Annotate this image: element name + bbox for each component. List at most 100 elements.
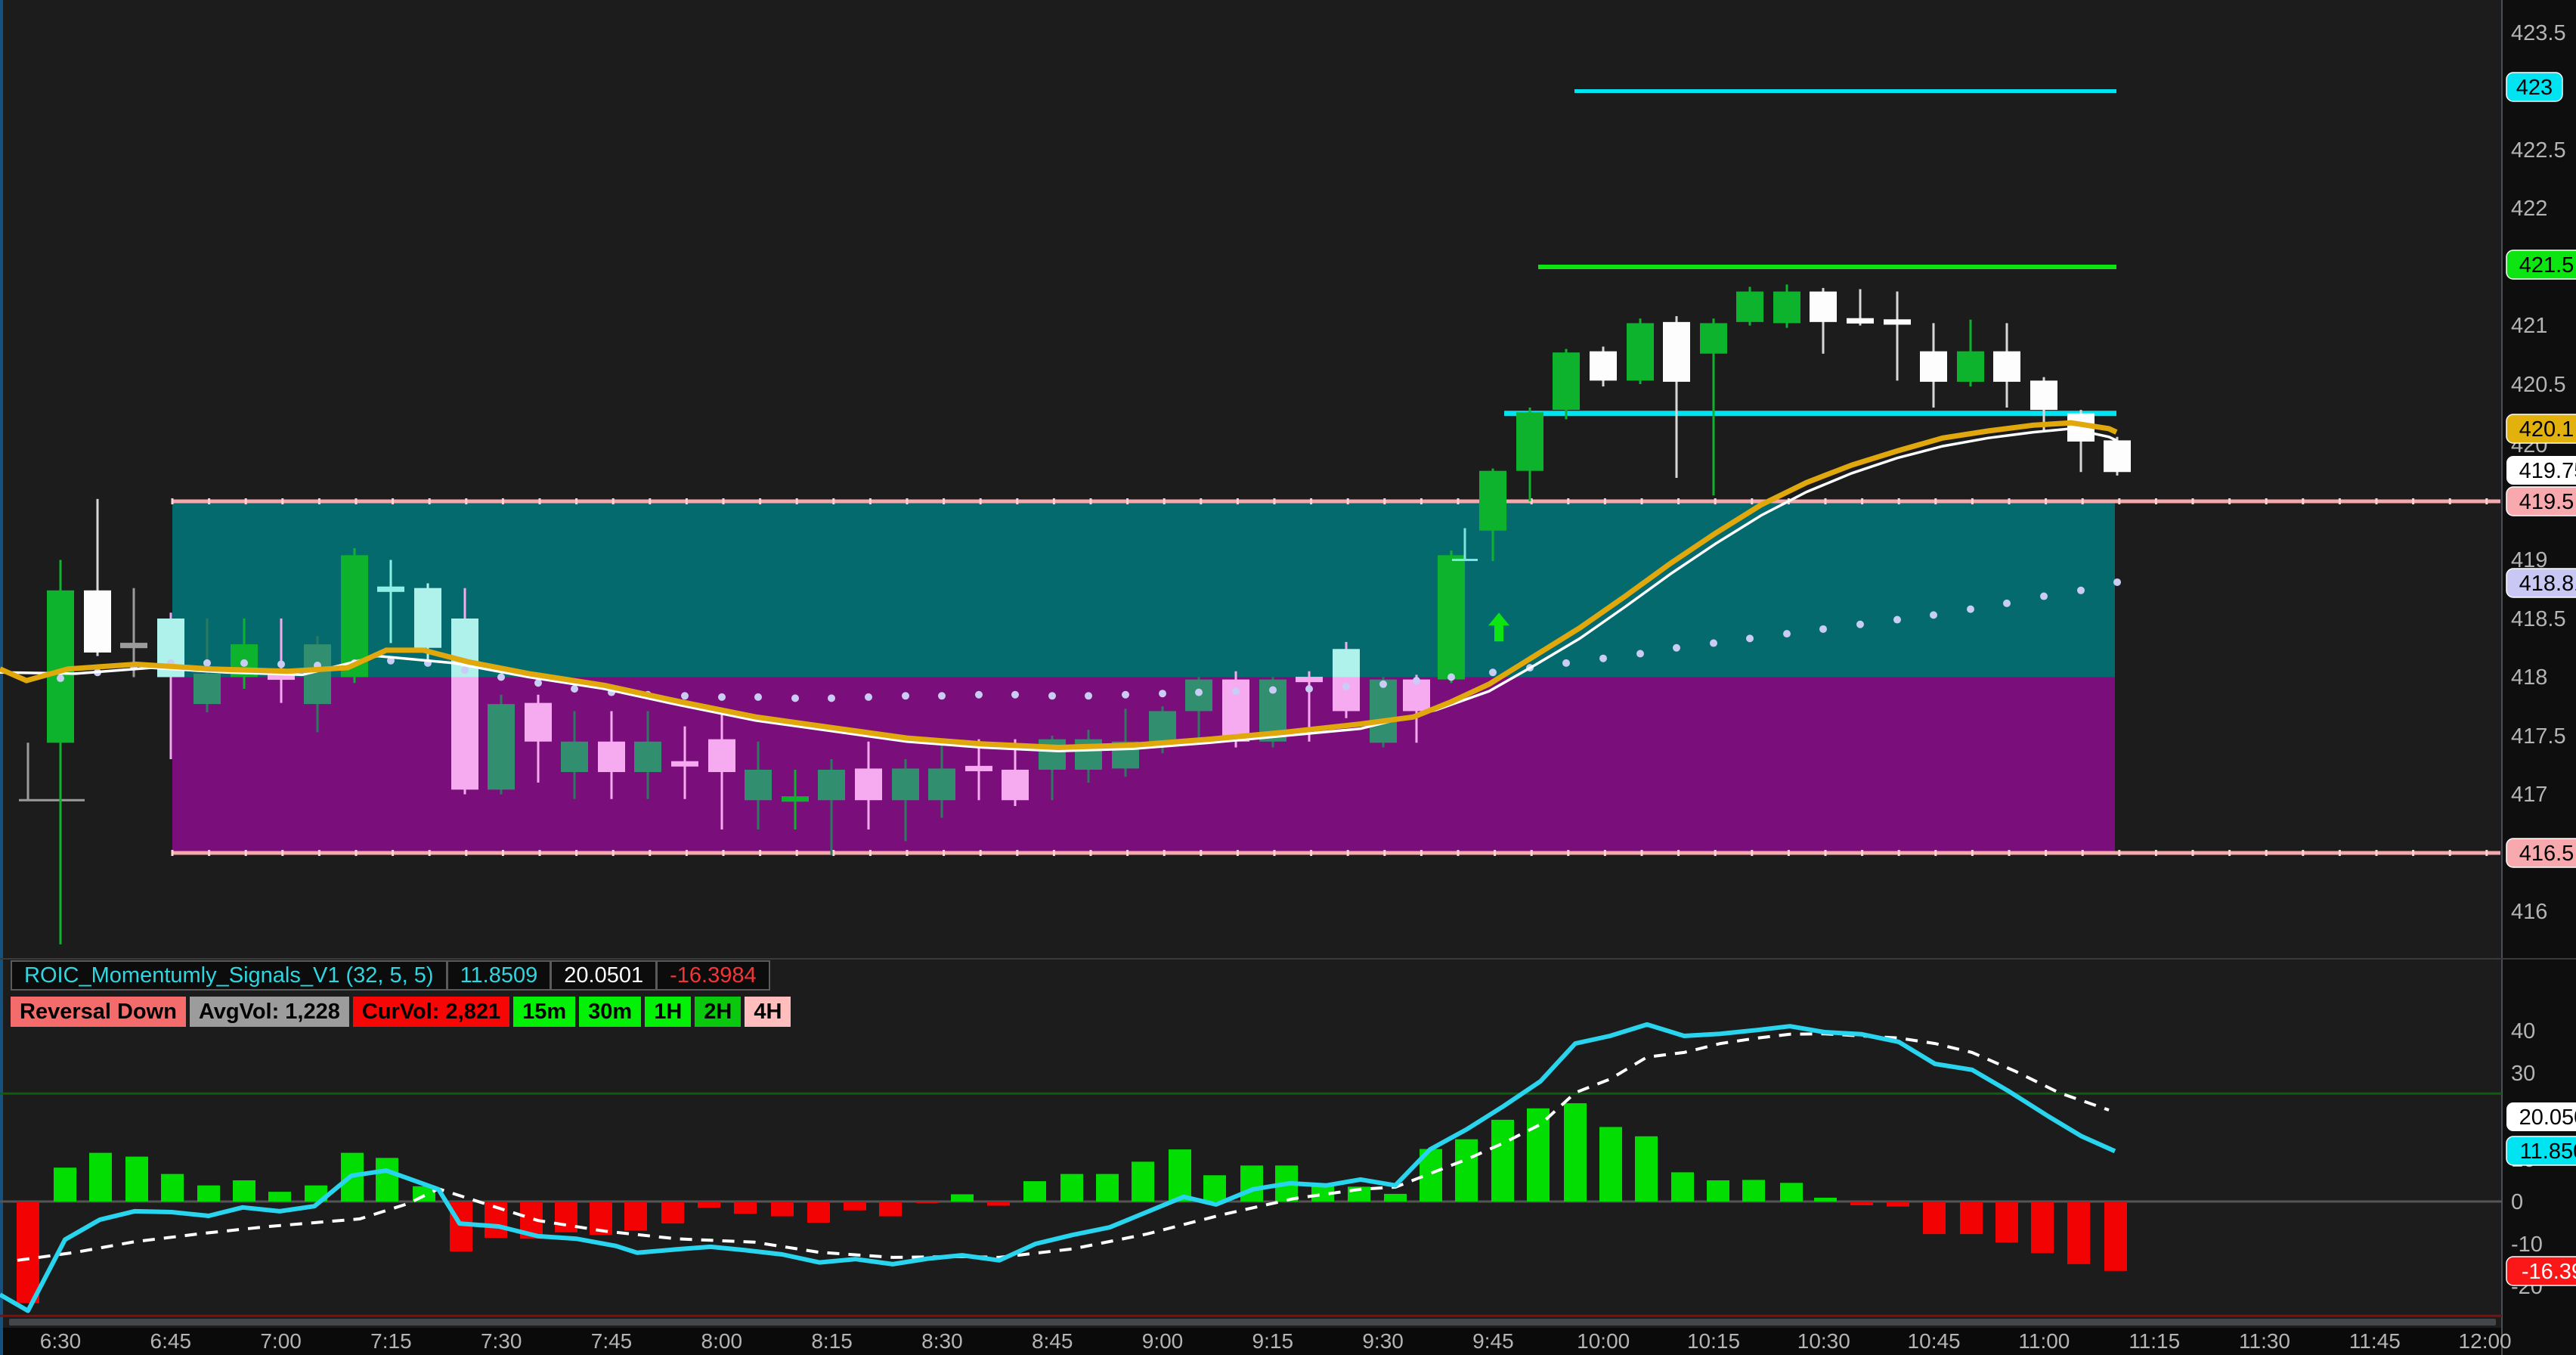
grid-tick <box>1824 850 1827 856</box>
grid-tick <box>1567 498 1570 504</box>
time-axis-panel[interactable] <box>0 1328 2502 1355</box>
grid-tick <box>1640 498 1643 504</box>
candlestick <box>1773 284 1800 328</box>
time-tick-label: 10:00 <box>1577 1329 1630 1353</box>
grid-tick <box>1530 498 1533 504</box>
price-axis[interactable]: 423.5422.5422421420.5420419418.5418417.5… <box>2506 21 2576 924</box>
price-axis-tick-label: 417 <box>2511 783 2547 807</box>
candlestick <box>1553 349 1580 420</box>
dotted-trail-point <box>1159 690 1166 698</box>
candlestick <box>377 560 404 643</box>
candle-body <box>525 702 552 742</box>
grid-tick <box>611 850 615 856</box>
candlestick <box>1590 346 1617 387</box>
candlestick <box>1920 323 1947 408</box>
grid-tick <box>2338 850 2341 856</box>
grid-tick <box>1383 498 1386 504</box>
candlestick <box>1333 642 1360 718</box>
grid-tick <box>1897 850 1900 856</box>
grid-tick <box>2081 498 2084 504</box>
momentum-indicator-pane[interactable] <box>0 958 2576 1317</box>
candle-body <box>84 590 111 653</box>
momentum-histogram-bar <box>233 1180 255 1202</box>
momentum-histogram-bar <box>698 1202 720 1208</box>
candle-body <box>2104 440 2131 473</box>
momentum-histogram-bar <box>1203 1175 1226 1202</box>
dotted-trail-point <box>1967 605 1974 613</box>
time-tick-label: 8:00 <box>701 1329 743 1353</box>
grid-tick <box>1126 850 1129 856</box>
candlestick <box>1370 677 1397 748</box>
indicator-name-cell[interactable]: ROIC_Momentumly_Signals_V1 (32, 5, 5) <box>11 960 447 991</box>
time-tick-label: 7:30 <box>481 1329 522 1353</box>
momentum-histogram-bar <box>1887 1202 1909 1207</box>
grid-tick <box>2265 498 2268 504</box>
candle-body <box>1002 769 1029 801</box>
momentum-histogram-bar <box>1564 1103 1587 1202</box>
candle-body <box>855 768 882 801</box>
dotted-trail-point <box>1122 690 1129 699</box>
indicator-value-histogram: -16.3984 <box>657 960 770 991</box>
grid-tick <box>1751 498 1754 504</box>
grid-tick <box>2008 850 2011 856</box>
price-axis-tick-label: 422.5 <box>2511 138 2566 163</box>
grid-tick <box>1567 850 1570 856</box>
candle-body <box>1438 555 1465 680</box>
candlestick <box>414 583 441 665</box>
momentum-histogram-bar <box>54 1167 76 1202</box>
grid-tick <box>317 498 320 504</box>
candlestick <box>1700 318 1727 496</box>
candle-body <box>745 769 772 801</box>
signal-dashed-line <box>17 1032 2110 1262</box>
dotted-trail-point <box>1819 625 1827 633</box>
timeframe-30m-button[interactable]: 30m <box>579 997 642 1027</box>
momentum-histogram-bar <box>807 1202 830 1223</box>
grid-tick <box>1383 850 1386 856</box>
dotted-trail-point <box>240 659 248 667</box>
window-left-border <box>0 0 3 1355</box>
timeframe-1h-button[interactable]: 1H <box>645 997 692 1027</box>
grid-tick <box>795 498 798 504</box>
momentum-histogram-bar <box>661 1202 684 1224</box>
dotted-trail-point <box>791 694 799 702</box>
candlestick <box>818 759 845 856</box>
indicator-header-row: ROIC_Momentumly_Signals_V1 (32, 5, 5) 11… <box>11 960 770 991</box>
timeframe-15m-button[interactable]: 15m <box>513 997 576 1027</box>
grid-tick <box>1163 498 1166 504</box>
dotted-trail-point <box>1413 677 1420 685</box>
price-axis-tick-label: 417.5 <box>2511 724 2566 749</box>
time-tick-label: 11:30 <box>2239 1329 2290 1353</box>
grid-tick <box>685 850 688 856</box>
grid-tick <box>1787 850 1790 856</box>
time-tick-label: 11:15 <box>2129 1329 2180 1353</box>
momentum-axis-tick-label: 30 <box>2511 1062 2535 1086</box>
timeframe-4h-button[interactable]: 4H <box>745 997 791 1027</box>
dotted-trail-point <box>277 660 285 668</box>
grid-tick <box>759 498 762 504</box>
main-price-pane[interactable] <box>0 89 2500 944</box>
timeframe-2h-button[interactable]: 2H <box>695 997 742 1027</box>
momentum-histogram-bar <box>1096 1174 1119 1202</box>
price-badge <box>2506 414 2576 444</box>
time-axis[interactable]: 6:30 6:45 7:00 7:15 7:30 7:45 8:00 8:15 8:30 8:45… <box>40 1329 2512 1353</box>
horizontal-scrollbar[interactable] <box>9 1319 2496 1326</box>
dotted-trail-point <box>902 692 909 700</box>
dotted-trail-point <box>1930 611 1937 619</box>
price-axis-tick-label: 418 <box>2511 665 2547 690</box>
price-axis-tick-label: 422 <box>2511 197 2547 221</box>
candle-body <box>120 643 147 649</box>
grid-tick <box>317 850 320 856</box>
candlestick <box>1002 739 1029 806</box>
grid-tick <box>2045 850 2048 856</box>
price-axis-tick-label: 416 <box>2511 900 2547 924</box>
candlestick <box>598 711 625 799</box>
grid-tick <box>2375 850 2378 856</box>
momentum-histogram-bar <box>1850 1202 1873 1206</box>
grid-tick <box>2485 850 2488 856</box>
candlestick <box>1438 550 1465 684</box>
grid-tick <box>1016 498 1019 504</box>
dotted-trail-point <box>57 674 64 683</box>
